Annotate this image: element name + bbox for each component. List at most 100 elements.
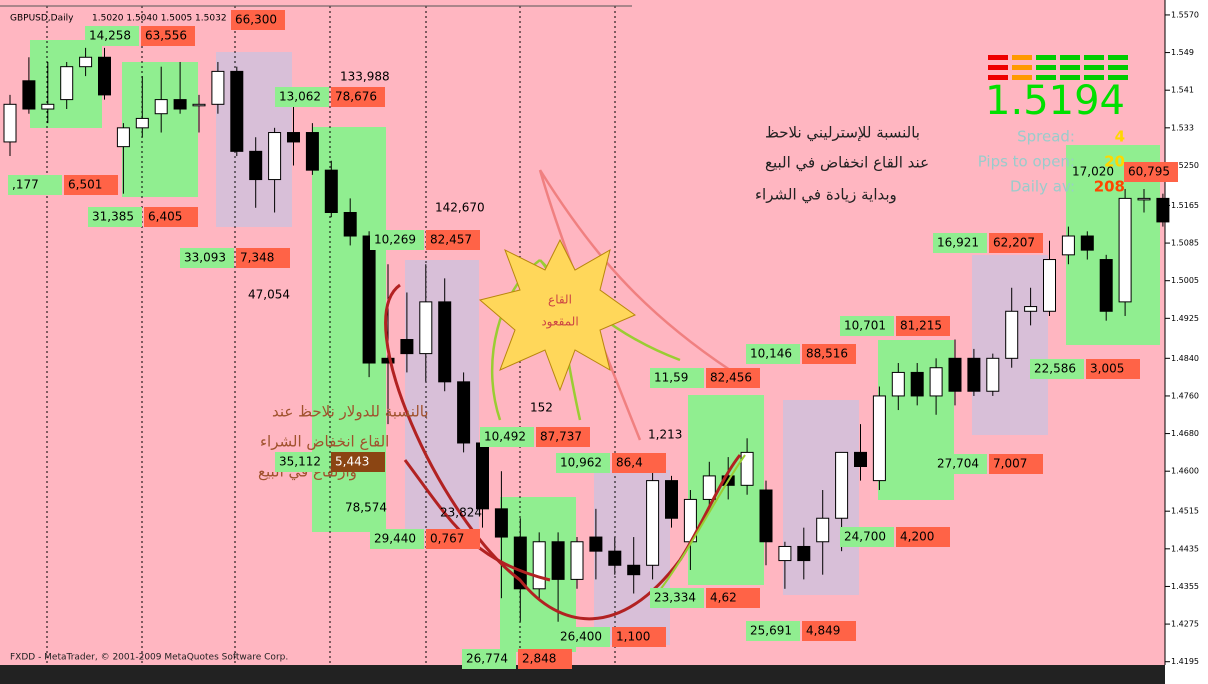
buy-box [746, 344, 800, 364]
y-tick-label: 1.5165 [1171, 201, 1199, 210]
plain-label: 47,054 [248, 288, 290, 302]
buy-label: 10,269 [374, 233, 416, 247]
buy-box [480, 427, 534, 447]
candle-body [740, 451, 754, 486]
buy-label: ,177 [12, 178, 39, 192]
candle-body [476, 442, 489, 510]
sell-label: 0,767 [430, 532, 464, 546]
buy-label: 29,440 [374, 532, 416, 546]
sell-box [802, 621, 856, 641]
candle-body [249, 150, 263, 181]
buy-label: 23,334 [654, 591, 696, 605]
sell-box [1124, 162, 1178, 182]
sell-box [989, 233, 1043, 253]
candle-body [1024, 306, 1038, 312]
buy-box [650, 368, 704, 388]
candles [3, 47, 1170, 622]
y-tick-label: 1.4515 [1171, 507, 1199, 516]
sell-box [331, 452, 385, 472]
buy-label: 10,492 [484, 430, 526, 444]
buy-label: 27,704 [937, 457, 979, 471]
sell-label: 5,443 [335, 455, 369, 469]
y-tick-label: 1.533 [1171, 123, 1194, 132]
candle-body [494, 508, 508, 538]
candle-body [116, 127, 130, 148]
candle-body [98, 56, 111, 96]
candle-body [872, 395, 886, 482]
buy-label: 10,146 [750, 347, 792, 361]
candle-body [608, 550, 622, 566]
candle-body [967, 357, 981, 392]
y-tick-label: 1.4680 [1171, 429, 1199, 438]
candle-body [570, 541, 584, 580]
candle-body [135, 117, 149, 129]
y-tick-label: 1.4925 [1171, 314, 1199, 323]
sell-box [231, 10, 285, 30]
candle-body [778, 545, 792, 562]
y-tick-label: 1.541 [1171, 86, 1194, 95]
buy-label: 24,700 [844, 530, 886, 544]
buy-box [933, 454, 987, 474]
candle-body [438, 301, 452, 383]
candle-body [22, 80, 36, 110]
sell-label: 63,556 [145, 29, 187, 43]
star-text: القاع [548, 293, 572, 307]
sell-label: 7,348 [240, 251, 274, 265]
candle-body [948, 357, 962, 392]
sell-box [141, 26, 195, 46]
candle-body [211, 70, 225, 105]
buy-box [650, 588, 704, 608]
sell-label: 66,300 [235, 13, 277, 27]
sell-label: 81,215 [900, 319, 942, 333]
buy-label: 26,400 [560, 630, 602, 644]
plain-label: 133,988 [340, 70, 390, 84]
buy-box [462, 649, 516, 669]
axis-bg [1165, 0, 1208, 684]
sell-box [426, 529, 480, 549]
note-usd: القاع انخفاض الشراء [260, 433, 389, 451]
buy-label: 35,112 [279, 455, 321, 469]
sell-label: 62,207 [993, 236, 1035, 250]
candle-body [1137, 197, 1151, 201]
note-usd: بالنسبة للدولار نلاحظ عند [272, 403, 429, 421]
panel-label: Pips to open: [978, 153, 1075, 171]
note-gbp: وبداية زيادة في الشراء [755, 186, 897, 205]
plain-label: 1,213 [648, 428, 682, 442]
buy-box [275, 452, 329, 472]
candle-body [1005, 310, 1019, 359]
candle-body [854, 451, 867, 468]
sell-label: 82,456 [710, 371, 752, 385]
time-axis [0, 665, 1165, 684]
candle-body [324, 169, 338, 213]
buy-label: 10,962 [560, 456, 602, 470]
panel-value: 208 [1094, 178, 1125, 196]
y-tick-label: 1.4760 [1171, 391, 1199, 400]
sell-box [331, 87, 385, 107]
sell-label: 3,005 [1090, 362, 1124, 376]
zone [122, 62, 198, 197]
sell-label: 6,501 [68, 178, 102, 192]
sell-box [612, 453, 666, 473]
candle-body [532, 541, 546, 590]
sell-label: 6,405 [148, 210, 182, 224]
candle-body [513, 536, 527, 590]
buy-box [840, 527, 894, 547]
buy-box [370, 529, 424, 549]
sell-label: 87,737 [540, 430, 582, 444]
candle-body [702, 475, 716, 500]
sell-box [236, 248, 290, 268]
y-tick-label: 1.549 [1171, 48, 1194, 57]
candle-body [79, 56, 93, 68]
buy-label: 14,258 [89, 29, 131, 43]
y-tick-label: 1.5570 [1171, 10, 1199, 19]
candle-body [929, 367, 943, 397]
current-price: 1.5194 [985, 78, 1125, 124]
buy-box [933, 233, 987, 253]
sell-label: 1,100 [616, 630, 650, 644]
sell-label: 78,676 [335, 90, 377, 104]
sell-box [1086, 359, 1140, 379]
plain-label: 142,670 [435, 201, 485, 215]
y-tick-label: 1.4275 [1171, 620, 1199, 629]
